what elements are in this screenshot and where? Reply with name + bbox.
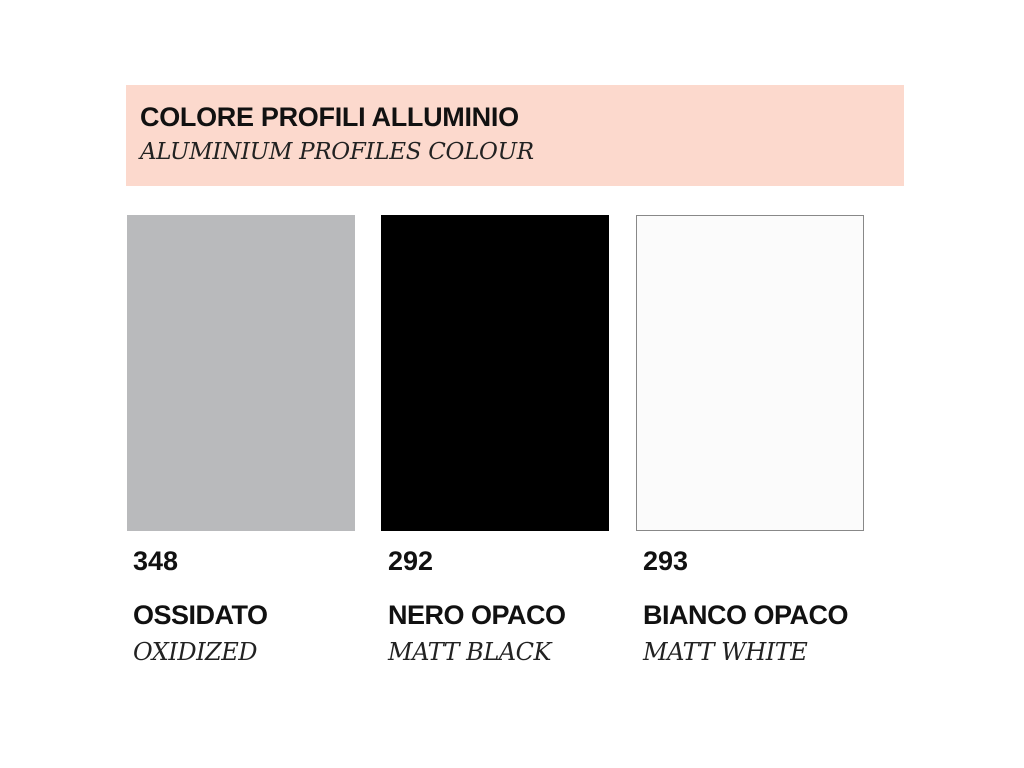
color-name-en: MATT WHITE	[643, 638, 808, 666]
color-swatch-oxidized	[127, 215, 355, 531]
color-name: NERO OPACO	[388, 600, 566, 630]
color-swatch-matt-black	[381, 215, 609, 531]
color-name-en: OXIDIZED	[133, 638, 257, 666]
color-code: 348	[133, 546, 179, 576]
page-title: COLORE PROFILI ALLUMINIO	[140, 102, 519, 132]
color-name-en: MATT BLACK	[388, 638, 551, 666]
color-code: 292	[388, 546, 434, 576]
color-name: OSSIDATO	[133, 600, 268, 630]
color-name: BIANCO OPACO	[643, 600, 849, 630]
color-code: 293	[643, 546, 689, 576]
header-banner: COLORE PROFILI ALLUMINIO ALUMINIUM PROFI…	[126, 85, 904, 186]
page-subtitle: ALUMINIUM PROFILES COLOUR	[140, 139, 534, 165]
color-swatch-matt-white	[636, 215, 864, 531]
